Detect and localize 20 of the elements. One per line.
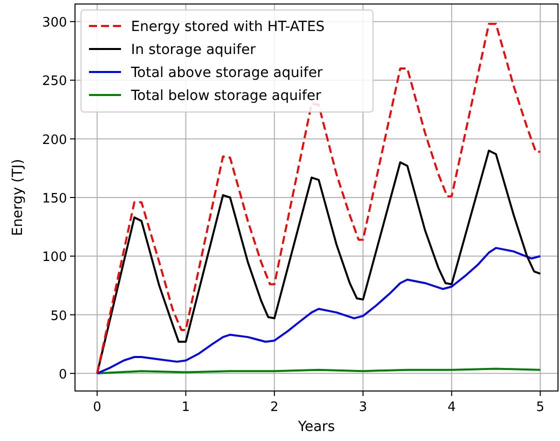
y-tick-label: 100 (42, 250, 67, 266)
line-series (96, 246, 542, 374)
y-tick-label: 250 (42, 74, 67, 90)
x-tick-label: 1 (182, 400, 190, 415)
legend-label: In storage aquifer (131, 42, 256, 58)
x-axis-title: Years (297, 419, 335, 435)
y-tick-label: 0 (58, 367, 67, 382)
y-tick-label: 150 (42, 192, 67, 206)
legend-label: Total above storage aquifer (130, 65, 323, 81)
x-tick-label: 3 (358, 400, 368, 415)
legend-label: Energy stored with HT-ATES (131, 19, 325, 35)
x-tick-label: 5 (536, 400, 544, 415)
x-tick-label: 4 (448, 400, 456, 415)
legend-label: Total below storage aquifer (130, 88, 322, 104)
y-axis-title: Energy (TJ) (10, 158, 26, 236)
y-tick-label: 50 (50, 308, 67, 324)
y-tick-label: 200 (42, 132, 67, 148)
y-tick-label: 300 (42, 16, 67, 31)
x-tick-label: 2 (270, 400, 279, 415)
x-tick-label: 0 (93, 400, 102, 415)
